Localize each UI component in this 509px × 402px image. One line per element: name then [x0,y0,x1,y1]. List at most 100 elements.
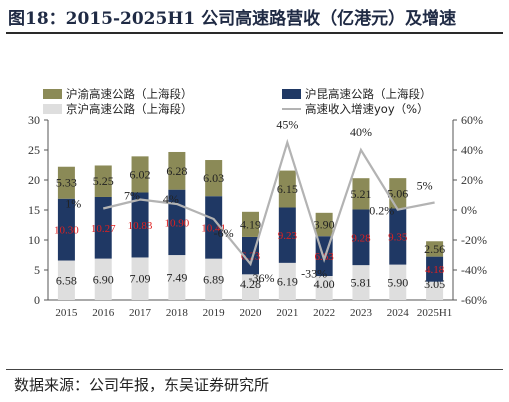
data-label-huYu: 5.06 [387,186,408,200]
bar-jingHu [278,262,296,300]
x-tick-label: 2017 [129,307,152,319]
data-label-huKun: 9.28 [351,232,371,244]
data-label-jingHu: 5.81 [350,276,371,290]
data-label-huYu: 6.02 [130,167,151,181]
legend-swatch-huyu [43,89,62,99]
bar-jingHu [94,258,112,300]
x-tick-label: 2025H1 [417,307,452,319]
data-label-huYu: 2.56 [424,242,445,256]
bar-huKun [278,207,296,263]
bar-huYu [168,151,186,190]
bar-jingHu [242,274,259,300]
data-label-jingHu: 7.49 [166,271,187,285]
x-tick-label: 2023 [350,307,373,319]
y-left-tick-label: 30 [28,113,40,127]
bar-huYu [426,241,444,257]
bottom-divider [6,369,503,370]
legend-item-hukun: 沪昆高速公路（上海段） [282,86,432,102]
data-label-jingHu: 6.89 [203,272,224,286]
bar-huYu [352,178,370,210]
data-label-huYu: 6.15 [277,182,298,196]
x-tick-label: 2021 [276,307,298,319]
growth-data-label: 1% [65,197,81,211]
growth-data-label: -36% [249,271,275,285]
y-right-tick-label: -60% [461,293,487,307]
growth-data-label: 4% [163,192,179,206]
legend-swatch-hukun [282,89,301,99]
y-left-tick-label: 5 [34,263,40,277]
y-left-tick-label: 10 [28,233,40,247]
bar-jingHu [389,264,407,300]
legend-label-huyu: 沪渝高速公路（上海段） [66,87,193,101]
bar-huYu [131,156,149,193]
y-right-tick-label: 0% [461,203,477,217]
data-label-jingHu: 7.09 [130,272,151,286]
data-label-jingHu: 6.19 [277,274,298,288]
bar-huKun [94,196,112,259]
legend-item-jinghu: 京沪高速公路（上海段） [43,101,193,117]
growth-data-label: 7% [124,189,140,203]
bar-huKun [131,192,149,258]
x-tick-label: 2020 [240,307,263,319]
y-right-tick-label: -40% [461,263,487,277]
chart-title: 图18：2015-2025H1 公司高速路营收（亿港元）及增速 [8,9,457,29]
bar-huKun [205,196,223,259]
data-label-huKun: 10.83 [128,220,153,232]
legend-label-jinghu: 京沪高速公路（上海段） [66,102,193,116]
legend-item-huyu: 沪渝高速公路（上海段） [43,86,193,102]
growth-line [102,138,435,267]
x-tick-label: 2022 [313,307,335,319]
growth-data-label: 5% [417,179,433,193]
data-label-huYu: 5.33 [56,176,77,190]
x-tick-label: 2015 [55,307,78,319]
x-tick-label: 2024 [387,307,410,319]
x-tick-label: 2019 [203,307,226,319]
data-label-jingHu: 4.00 [314,277,335,291]
data-label-huYu: 4.19 [240,217,261,231]
x-tick-label: 2018 [166,307,189,319]
y-right-tick-label: 20% [461,173,483,187]
bar-huKun [57,198,75,261]
data-label-huKun: 4.18 [425,264,445,276]
data-label-huYu: 6.03 [203,171,224,185]
growth-data-label: -6% [214,226,234,240]
data-label-jingHu: 4.28 [240,277,261,291]
legend-item-growth: 高速收入增速yoy（%） [282,101,429,117]
data-label-huKun: 10.30 [54,225,79,237]
bar-huYu [315,212,333,237]
bar-jingHu [131,257,149,300]
title-divider [6,32,503,34]
bar-huYu [57,166,75,199]
data-label-jingHu: 5.90 [387,275,408,289]
bar-jingHu [205,258,223,300]
y-left-tick-label: 20 [28,173,40,187]
bar-huKun [389,208,407,265]
y-right-tick-label: 40% [461,143,483,157]
legend-swatch-jinghu [43,104,62,114]
y-left-tick-label: 15 [28,203,40,217]
bar-huKun [352,209,370,266]
growth-data-label: 45% [276,118,298,132]
growth-data-label: 40% [350,125,372,139]
legend-swatch-growth [282,108,301,110]
data-label-huKun: 10.27 [91,223,116,235]
growth-data-label: 0.2% [369,204,394,218]
data-label-jingHu: 6.90 [93,272,114,286]
data-label-huKun: 9.35 [388,232,408,244]
data-label-huYu: 5.21 [350,187,371,201]
data-source-note: 数据来源：公司年报，东吴证券研究所 [14,376,270,394]
bar-huYu [94,165,112,197]
bar-huYu [242,211,259,237]
data-label-huKun: 10.90 [164,217,189,229]
data-label-huKun: 9.23 [278,230,298,242]
x-tick-label: 2016 [92,307,115,319]
data-label-huYu: 5.25 [93,174,114,188]
bar-huYu [278,170,296,208]
y-left-tick-label: 25 [28,143,40,157]
y-right-tick-label: -20% [461,233,487,247]
bar-jingHu [57,260,75,300]
legend-label-hukun: 沪昆高速公路（上海段） [305,87,432,101]
data-label-jingHu: 6.58 [56,273,77,287]
bar-jingHu [426,281,444,300]
bar-huYu [205,160,223,197]
